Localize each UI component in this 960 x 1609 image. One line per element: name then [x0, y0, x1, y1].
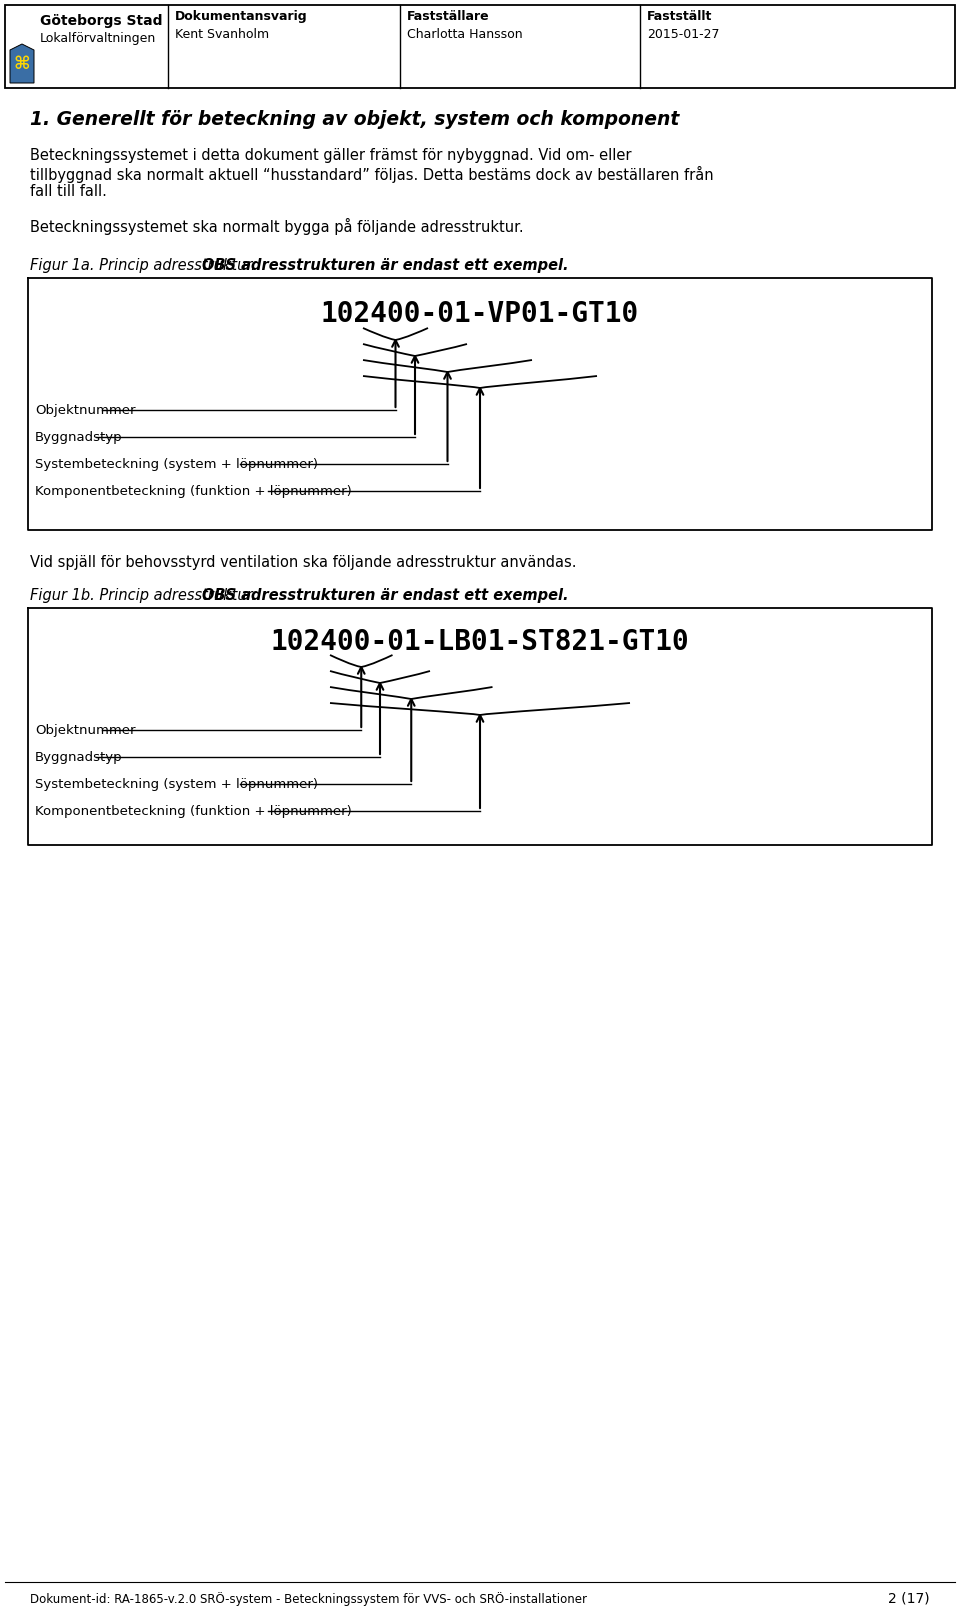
- Text: ⌘: ⌘: [13, 55, 31, 72]
- Text: OBS adresstrukturen är endast ett exempel.: OBS adresstrukturen är endast ett exempe…: [202, 257, 568, 274]
- Text: tillbyggnad ska normalt aktuell “husstandard” följas. Detta bestäms dock av best: tillbyggnad ska normalt aktuell “husstan…: [30, 166, 713, 183]
- Text: Objektnummer: Objektnummer: [35, 724, 135, 737]
- Polygon shape: [10, 43, 34, 84]
- Text: Dokument-id: RA-1865-v.2.0 SRÖ-system - Beteckningssystem för VVS- och SRÖ-insta: Dokument-id: RA-1865-v.2.0 SRÖ-system - …: [30, 1591, 587, 1606]
- Text: Charlotta Hansson: Charlotta Hansson: [407, 27, 522, 40]
- Text: Objektnummer: Objektnummer: [35, 404, 135, 417]
- Text: Göteborgs Stad: Göteborgs Stad: [40, 14, 162, 27]
- Text: 102400-01-LB01-ST821-GT10: 102400-01-LB01-ST821-GT10: [271, 628, 689, 656]
- Text: 2015-01-27: 2015-01-27: [647, 27, 719, 40]
- Text: 102400-01-VP01-GT10: 102400-01-VP01-GT10: [321, 299, 639, 328]
- Text: Komponentbeteckning (funktion + löpnummer): Komponentbeteckning (funktion + löpnumme…: [35, 484, 351, 497]
- Text: fall till fall.: fall till fall.: [30, 183, 107, 200]
- Text: Komponentbeteckning (funktion + löpnummer): Komponentbeteckning (funktion + löpnumme…: [35, 804, 351, 817]
- Text: Vid spjäll för behovsstyrd ventilation ska följande adresstruktur användas.: Vid spjäll för behovsstyrd ventilation s…: [30, 555, 577, 570]
- Text: Beteckningssystemet i detta dokument gäller främst för nybyggnad. Vid om- eller: Beteckningssystemet i detta dokument gäl…: [30, 148, 632, 163]
- Text: Byggnadstyp: Byggnadstyp: [35, 431, 123, 444]
- Text: 2 (17): 2 (17): [888, 1591, 930, 1606]
- Text: Fastställare: Fastställare: [407, 10, 490, 23]
- Text: OBS adresstrukturen är endast ett exempel.: OBS adresstrukturen är endast ett exempe…: [202, 587, 568, 603]
- Text: Systembeteckning (system + löpnummer): Systembeteckning (system + löpnummer): [35, 777, 318, 790]
- Text: Figur 1a. Princip adresstruktur.: Figur 1a. Princip adresstruktur.: [30, 257, 260, 274]
- Text: Dokumentansvarig: Dokumentansvarig: [175, 10, 307, 23]
- Text: Beteckningssystemet ska normalt bygga på följande adresstruktur.: Beteckningssystemet ska normalt bygga på…: [30, 217, 523, 235]
- Text: Kent Svanholm: Kent Svanholm: [175, 27, 269, 40]
- Text: Systembeteckning (system + löpnummer): Systembeteckning (system + löpnummer): [35, 457, 318, 470]
- Text: Fastställt: Fastställt: [647, 10, 712, 23]
- Text: 1. Generellt för beteckning av objekt, system och komponent: 1. Generellt för beteckning av objekt, s…: [30, 109, 680, 129]
- Text: Lokalförvaltningen: Lokalförvaltningen: [40, 32, 156, 45]
- Text: Byggnadstyp: Byggnadstyp: [35, 750, 123, 764]
- Text: Figur 1b. Princip adresstruktur.: Figur 1b. Princip adresstruktur.: [30, 587, 260, 603]
